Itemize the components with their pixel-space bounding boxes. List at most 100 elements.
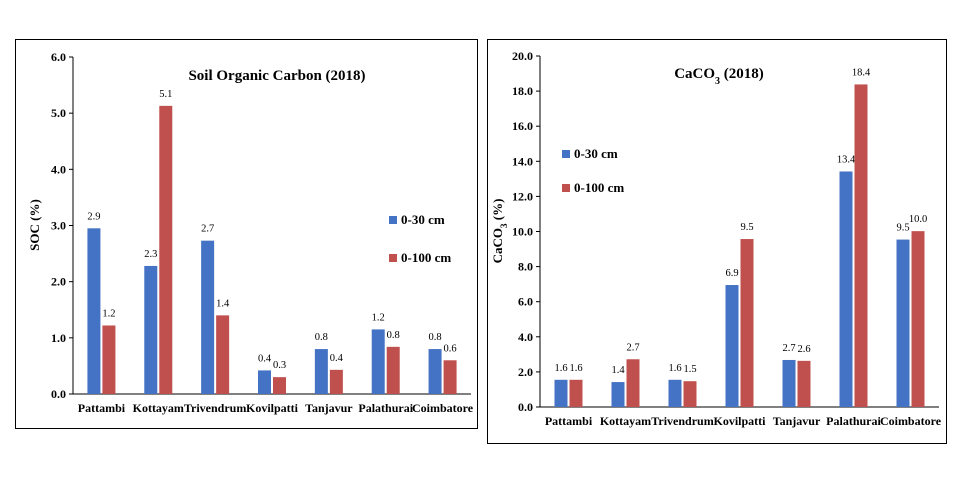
data-label-0-100-cm-coimbatore: 0.6 [444, 343, 457, 354]
bar-0-100-cm-kovilpatti [740, 239, 754, 407]
x-tick-label-tanjavur: Tanjavur [773, 414, 821, 428]
bar-0-100-cm-trivendrum [216, 315, 230, 394]
bar-0-30-cm-trivendrum [668, 379, 682, 407]
data-label-0-30-cm-tanjavur: 2.7 [782, 343, 795, 354]
x-tick-label-coimbatore: Coimbatore [412, 401, 474, 415]
bar-0-30-cm-kottayam [144, 265, 158, 394]
y-tick-label: 8.0 [518, 260, 533, 274]
data-label-0-100-cm-tanjavur: 2.6 [797, 344, 810, 355]
x-tick-label-trivendrum: Trivendrum [651, 414, 713, 428]
bar-0-100-cm-kovilpatti [273, 377, 286, 394]
y-tick-label: 10.0 [512, 225, 533, 239]
bar-0-30-cm-pattambi [87, 228, 101, 394]
y-tick-label: 5.0 [51, 106, 66, 120]
bar-0-100-cm-coimbatore [911, 231, 925, 407]
data-label-0-100-cm-kovilpatti: 9.5 [740, 222, 753, 233]
data-label-0-30-cm-kovilpatti: 6.9 [725, 268, 738, 279]
data-label-0-30-cm-coimbatore: 0.8 [429, 332, 442, 343]
y-tick-label: 2.0 [51, 275, 66, 289]
chart-border [487, 39, 947, 444]
legend-label-0-100-cm: 0-100 cm [401, 250, 451, 265]
bar-0-100-cm-kottayam [626, 359, 640, 407]
x-tick-label-palathurai: Palathurai [826, 414, 881, 428]
chart-title: CaCO3 (2018) [674, 66, 764, 87]
y-axis-label: CaCO3 (%) [490, 199, 509, 264]
data-label-0-100-cm-kottayam: 5.1 [159, 89, 172, 100]
data-label-0-30-cm-coimbatore: 9.5 [896, 223, 909, 234]
y-axis-label: SOC (%) [27, 199, 42, 251]
bar-0-30-cm-tanjavur [314, 349, 328, 394]
bar-0-100-cm-palathurai [386, 346, 400, 394]
data-label-0-30-cm-trivendrum: 1.6 [668, 363, 681, 374]
x-tick-label-trivendrum: Trivendrum [184, 401, 246, 415]
data-label-0-30-cm-tanjavur: 0.8 [315, 332, 328, 343]
data-label-0-30-cm-kottayam: 2.3 [144, 249, 157, 260]
x-tick-label-pattambi: Pattambi [545, 414, 593, 428]
y-tick-label: 4.0 [518, 330, 533, 344]
x-tick-label-tanjavur: Tanjavur [305, 401, 353, 415]
bar-0-30-cm-kottayam [611, 382, 625, 407]
legend: 0-30 cm 0-100 cm [389, 212, 451, 265]
bar-0-100-cm-trivendrum [683, 381, 697, 407]
data-label-0-100-cm-trivendrum: 1.4 [216, 298, 230, 309]
legend-label-0-30-cm: 0-30 cm [574, 146, 618, 161]
bar-0-30-cm-coimbatore [428, 349, 442, 394]
bar-0-30-cm-palathurai [371, 329, 385, 394]
data-label-0-30-cm-palathurai: 13.4 [837, 154, 856, 165]
bar-0-100-cm-tanjavur [329, 369, 343, 394]
y-tick-label: 16.0 [512, 119, 533, 133]
x-tick-label-kottayam: Kottayam [600, 414, 651, 428]
bar-0-100-cm-coimbatore [443, 360, 457, 394]
data-label-0-30-cm-trivendrum: 2.7 [201, 224, 214, 235]
legend-swatch-0-30-cm [562, 150, 570, 158]
data-label-0-100-cm-palathurai: 0.8 [387, 330, 400, 341]
chart-border [15, 39, 478, 429]
soc-chart: 0.0 1.0 2.0 3.0 4.0 5.0 6.0 Pattambi 2.9 1.2 Kotta… [15, 39, 478, 429]
y-tick-label: 4.0 [51, 162, 66, 176]
caco3-chart: 0.0 2.0 4.0 6.0 8.0 10.0 12.0 14.0 16.0 18.0 20.0 P… [487, 39, 947, 444]
bar-0-30-cm-kovilpatti [258, 370, 271, 394]
x-tick-label-palathurai: Palathurai [358, 401, 413, 415]
data-label-0-100-cm-pattambi: 1.2 [102, 308, 115, 319]
y-tick-label: 12.0 [512, 189, 533, 203]
x-tick-label-pattambi: Pattambi [78, 401, 126, 415]
bar-0-30-cm-palathurai [839, 171, 853, 407]
y-tick-label: 2.0 [518, 365, 533, 379]
data-label-0-100-cm-coimbatore: 10.0 [909, 214, 927, 225]
data-label-0-100-cm-trivendrum: 1.5 [683, 364, 696, 375]
bar-0-100-cm-pattambi [102, 325, 116, 394]
y-tick-label: 20.0 [512, 49, 533, 63]
bar-0-30-cm-kovilpatti [725, 285, 739, 407]
y-tick-label: 18.0 [512, 84, 533, 98]
bar-0-30-cm-trivendrum [201, 240, 215, 394]
data-label-0-30-cm-palathurai: 1.2 [372, 312, 385, 323]
y-tick-label: 14.0 [512, 154, 533, 168]
data-label-0-100-cm-palathurai: 18.4 [852, 67, 871, 78]
caco3-chart-panel: 0.0 2.0 4.0 6.0 8.0 10.0 12.0 14.0 16.0 18.0 20.0 P… [487, 39, 947, 444]
x-tick-label-kovilpatti: Kovilpatti [246, 401, 299, 415]
legend: 0-30 cm 0-100 cm [562, 146, 624, 195]
y-tick-label: 3.0 [51, 219, 66, 233]
x-tick-label-coimbatore: Coimbatore [880, 414, 942, 428]
soc-chart-panel: 0.0 1.0 2.0 3.0 4.0 5.0 6.0 Pattambi 2.9 1.2 Kotta… [15, 39, 478, 429]
bar-0-100-cm-palathurai [854, 84, 868, 407]
y-tick-label: 0.0 [51, 387, 66, 401]
x-tick-label-kottayam: Kottayam [133, 401, 184, 415]
bar-0-100-cm-kottayam [159, 105, 173, 395]
data-label-0-100-cm-pattambi: 1.6 [569, 363, 582, 374]
data-label-0-100-cm-kovilpatti: 0.3 [273, 360, 286, 371]
bar-0-100-cm-pattambi [569, 379, 583, 407]
bar-0-30-cm-pattambi [554, 379, 568, 407]
legend-label-0-30-cm: 0-30 cm [401, 212, 445, 227]
legend-label-0-100-cm: 0-100 cm [574, 180, 624, 195]
bar-0-30-cm-tanjavur [782, 359, 796, 407]
data-label-0-30-cm-pattambi: 2.9 [87, 211, 100, 222]
data-label-0-30-cm-kottayam: 1.4 [611, 365, 625, 376]
legend-swatch-0-100-cm [389, 254, 397, 262]
chart-title: Soil Organic Carbon (2018) [188, 68, 365, 84]
data-label-0-30-cm-pattambi: 1.6 [554, 363, 567, 374]
x-tick-label-kovilpatti: Kovilpatti [713, 414, 766, 428]
bar-0-30-cm-coimbatore [896, 239, 910, 407]
y-tick-label: 1.0 [51, 331, 66, 345]
y-tick-label: 6.0 [518, 295, 533, 309]
